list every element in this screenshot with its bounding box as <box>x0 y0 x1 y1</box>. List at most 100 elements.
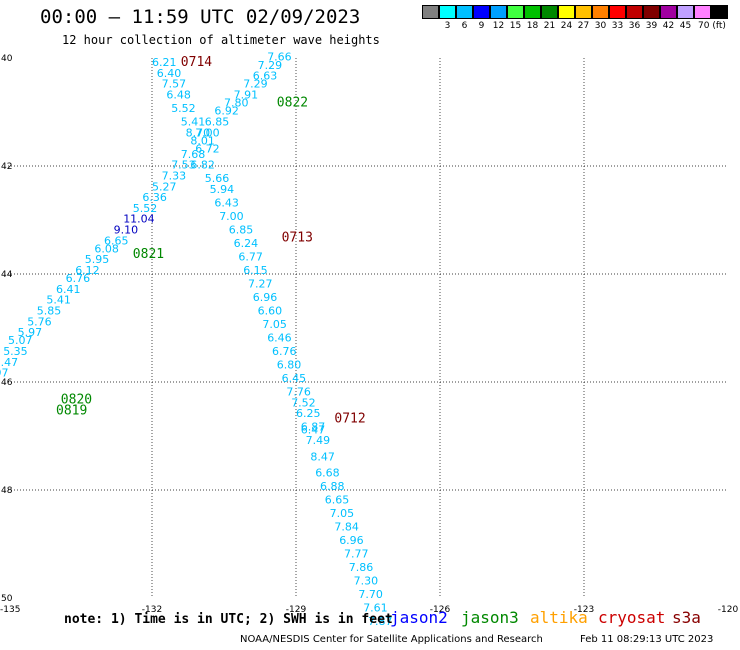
legend-swatch <box>677 5 694 19</box>
wave-height-label: 7.84 <box>334 521 359 534</box>
wave-height-label: 6.47 <box>301 423 326 436</box>
satellite-name-altika: altika <box>530 608 588 627</box>
page-subtitle: 12 hour collection of altimeter wave hei… <box>62 33 380 47</box>
wave-height-label: 6.87 <box>301 421 326 434</box>
satellite-name-s3a: s3a <box>672 608 701 627</box>
wave-height-label: 5.52 <box>133 202 158 215</box>
pass-time-label: 0712 <box>334 412 365 427</box>
wave-height-label: 5.97 <box>18 326 42 339</box>
legend-swatch <box>422 5 439 19</box>
legend-label: 6 <box>461 21 468 31</box>
wave-height-label: 9.10 <box>114 224 139 237</box>
x-tick-label: -120 <box>718 605 739 615</box>
y-tick-label: 44 <box>1 270 13 280</box>
wave-height-label: 6.65 <box>325 494 350 507</box>
legend-label: 3 <box>444 21 451 31</box>
wave-height-label: 6.43 <box>214 197 239 210</box>
wave-height-label: 11.04 <box>123 213 155 226</box>
legend-swatch <box>439 5 456 19</box>
wave-height-label: 7.53 <box>171 159 196 172</box>
wave-height-label: 6.45 <box>282 372 307 385</box>
wave-height-label: 6.41 <box>56 283 81 296</box>
x-tick-label: -135 <box>0 605 20 615</box>
wave-height-label: 7.66 <box>267 51 292 64</box>
wave-height-label: 7.49 <box>306 434 331 447</box>
legend-label: 36 <box>628 21 641 31</box>
wave-height-label: 7.05 <box>262 318 287 331</box>
wave-height-label: 5.07 <box>8 334 33 347</box>
wave-height-label: 5.41 <box>181 116 206 129</box>
page-title: 00:00 – 11:59 UTC 02/09/2023 <box>40 6 361 28</box>
wave-height-label: 6.76 <box>272 345 297 358</box>
wave-height-label: 6.77 <box>238 251 263 264</box>
wave-height-label: 6.25 <box>296 407 321 420</box>
wave-height-label: 7.80 <box>224 97 249 110</box>
wave-height-label: 5.95 <box>85 253 110 266</box>
legend-swatch <box>626 5 643 19</box>
y-tick-label: 42 <box>1 162 12 172</box>
wave-height-label: 6.48 <box>166 89 191 102</box>
wave-height-label: 8.70 <box>186 126 211 139</box>
legend-swatch <box>575 5 592 19</box>
wave-height-label: 7.29 <box>243 78 268 91</box>
x-tick-label: -129 <box>286 605 307 615</box>
wave-height-label: 6.65 <box>104 234 129 247</box>
wave-height-label: 7.77 <box>344 548 369 561</box>
wave-height-label: 8.01 <box>190 134 215 147</box>
legend-swatch <box>456 5 473 19</box>
wave-height-label: 5.41 <box>46 294 71 307</box>
wave-height-label: 6.15 <box>243 264 268 277</box>
legend-label: 30 <box>594 21 607 31</box>
y-tick-label: 48 <box>1 486 13 496</box>
legend-swatch <box>609 5 626 19</box>
footnote: note: 1) Time is in UTC; 2) SWH is in fe… <box>64 612 393 627</box>
wave-height-label: 7.05 <box>330 507 355 520</box>
legend-label: 42 <box>662 21 675 31</box>
wave-height-label: 7.57 <box>162 78 187 91</box>
wave-height-label: 7.33 <box>162 170 187 183</box>
wave-height-label: 7.00 <box>219 210 244 223</box>
legend-label: 27 <box>577 21 590 31</box>
legend-swatch <box>660 5 677 19</box>
wave-height-label: 6.82 <box>190 159 215 172</box>
wave-height-label: 6.21 <box>152 56 177 69</box>
legend-swatch <box>643 5 660 19</box>
wave-height-label: 7.52 <box>291 396 316 409</box>
legend-label: 39 <box>645 21 658 31</box>
pass-time-label: 0713 <box>282 231 313 246</box>
wave-height-label: 6.24 <box>234 237 259 250</box>
wave-height-label: 6.60 <box>258 305 283 318</box>
pass-time-label: 0822 <box>277 96 308 111</box>
legend-label: 12 <box>492 21 505 31</box>
wave-height-label: 5.27 <box>152 180 177 193</box>
wave-height-label: 6.63 <box>253 70 277 83</box>
wave-height-label: 7.86 <box>349 561 374 574</box>
wave-height-label: 8.47 <box>310 450 335 463</box>
wave-height-label: 6.12 <box>75 264 100 277</box>
wave-height-label: 6.40 <box>157 67 182 80</box>
wave-height-label: 6.72 <box>195 143 220 156</box>
pass-time-label: 0821 <box>133 247 164 262</box>
wave-height-label: 5.85 <box>37 305 62 318</box>
wave-height-label: 6.96 <box>253 291 277 304</box>
legend-swatch <box>524 5 541 19</box>
credit-timestamp: Feb 11 08:29:13 UTC 2023 <box>580 634 714 645</box>
satellite-name-jason3: jason3 <box>461 608 519 627</box>
wave-height-label: 7.76 <box>286 386 311 399</box>
wave-height-label: 6.08 <box>94 242 119 255</box>
legend-label: 21 <box>543 21 556 31</box>
wave-height-label: 7.70 <box>358 588 383 601</box>
wave-height-label: 6.46 <box>267 332 292 345</box>
wave-height-label: 6.88 <box>320 480 345 493</box>
wave-height-label: 4.97 <box>0 367 9 380</box>
x-tick-label: -126 <box>430 605 451 615</box>
legend-swatch <box>541 5 558 19</box>
pass-time-label: 0819 <box>56 403 87 418</box>
wave-height-label: 6.68 <box>315 467 340 480</box>
satellite-name-cryosat: cryosat <box>598 608 666 627</box>
legend-label: 70 (ft) <box>698 21 726 31</box>
x-tick-label: -123 <box>574 605 594 615</box>
wave-height-label: 7.68 <box>181 148 206 161</box>
legend-swatch <box>473 5 490 19</box>
wave-height-label: 5.47 <box>0 356 18 369</box>
